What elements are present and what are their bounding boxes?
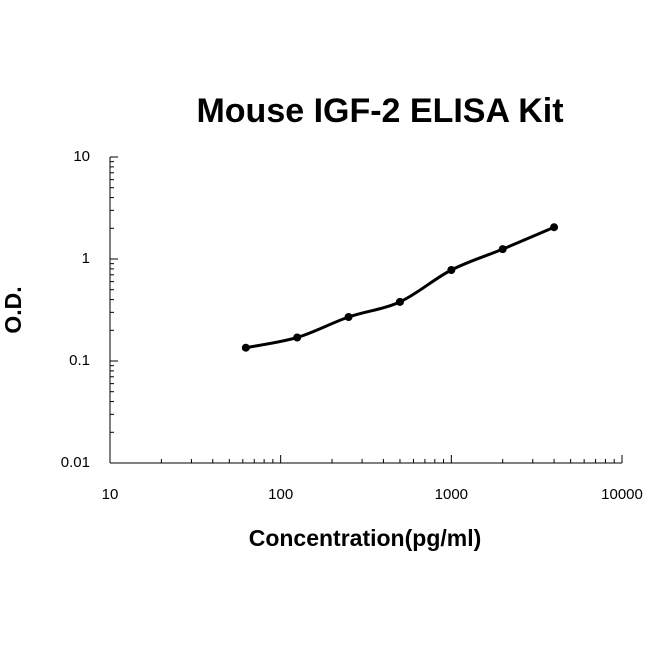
x-tick-label: 10 xyxy=(102,486,119,503)
y-tick-label: 1 xyxy=(82,250,90,267)
data-point xyxy=(395,297,404,306)
chart-title: Mouse IGF-2 ELISA Kit xyxy=(196,92,563,130)
y-tick-label: 0.01 xyxy=(61,454,90,471)
data-point xyxy=(550,223,559,232)
fit-curve xyxy=(245,225,555,350)
data-point xyxy=(293,333,302,342)
y-tick-label: 0.1 xyxy=(69,352,90,369)
x-tick-label: 1000 xyxy=(435,486,468,503)
data-point xyxy=(447,266,456,275)
data-point xyxy=(241,343,250,352)
y-axis-label: O.D. xyxy=(0,286,26,333)
data-point xyxy=(344,313,353,322)
x-axis-label: Concentration(pg/ml) xyxy=(249,525,482,551)
x-tick-label: 10000 xyxy=(601,486,643,503)
x-tick-label: 100 xyxy=(268,486,293,503)
data-point xyxy=(498,245,507,254)
y-tick-label: 10 xyxy=(73,148,90,165)
